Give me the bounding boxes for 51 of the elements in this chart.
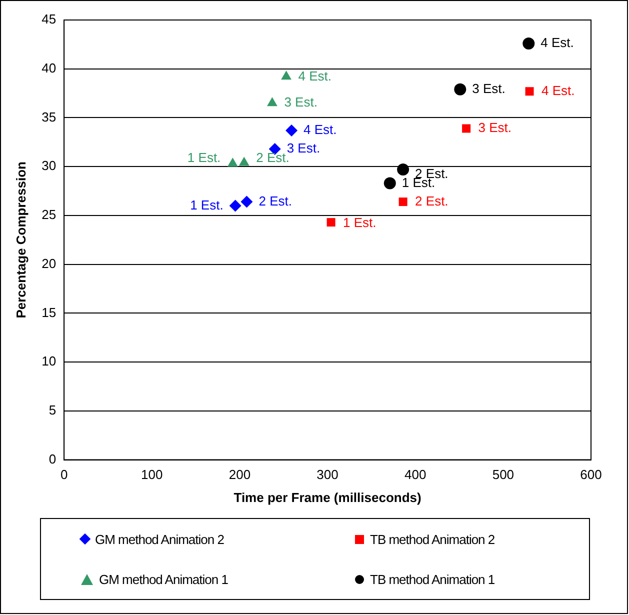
annotation: 3 Est. (284, 94, 318, 110)
point (522, 37, 535, 50)
legend-label: TB method Animation 1 (370, 572, 495, 586)
x-axis-title: Time per Frame (milliseconds) (234, 490, 422, 505)
y-tick-label: 35 (42, 109, 56, 124)
x-tick-label: 300 (316, 467, 338, 482)
y-tick-label: 30 (42, 158, 56, 174)
point (229, 200, 242, 212)
legend-label: TB method Animation 2 (370, 532, 495, 546)
x-tick-label: 100 (141, 467, 163, 482)
annotation: 4 Est. (542, 82, 575, 98)
annotation: 1 Est. (187, 150, 221, 166)
y-tick-label: 20 (42, 256, 56, 271)
annotation: 4 Est. (540, 35, 574, 50)
point (525, 87, 534, 96)
point (398, 198, 408, 206)
point (286, 124, 298, 136)
y-tick-label: 10 (42, 354, 56, 369)
y-tick-label: 0 (48, 451, 56, 466)
annotation: 1 Est. (190, 197, 224, 212)
point (281, 70, 292, 80)
point (397, 164, 410, 176)
y-axis-title: Percentage Compression (13, 161, 28, 318)
annotation: 3 Est. (478, 120, 512, 136)
annotation: 3 Est. (472, 80, 506, 96)
y-tick-label: 25 (42, 207, 56, 222)
point (240, 196, 253, 208)
legend-label: GM method Animation 1 (99, 572, 228, 586)
annotation: 3 Est. (286, 140, 320, 156)
y-tick-label: 15 (42, 304, 56, 320)
point (227, 158, 238, 167)
legend-label: GM method Animation 2 (95, 532, 224, 546)
annotation: 2 Est. (415, 193, 448, 208)
x-tick-label: 600 (580, 467, 602, 482)
x-tick-label: 500 (492, 467, 514, 482)
point (238, 156, 250, 166)
annotation: 4 Est. (298, 68, 332, 84)
point (462, 124, 471, 133)
annotation: 4 Est. (304, 122, 337, 138)
annotation: 2 Est. (258, 193, 292, 208)
x-tick-label: 0 (60, 467, 68, 482)
point (454, 83, 466, 96)
y-tick-label: 40 (42, 60, 56, 76)
point (326, 218, 336, 227)
annotation: 1 Est. (343, 215, 376, 230)
y-tick-label: 45 (42, 12, 56, 27)
x-tick-label: 400 (404, 467, 426, 482)
point (384, 177, 396, 190)
x-tick-label: 200 (228, 467, 251, 482)
y-tick-label: 5 (48, 402, 56, 418)
point (267, 97, 278, 106)
